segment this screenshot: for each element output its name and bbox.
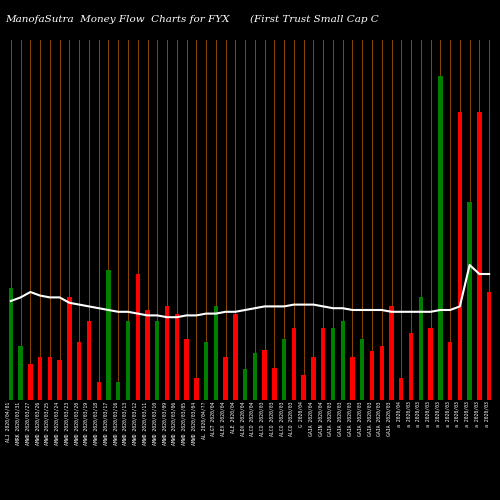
- Bar: [340, 321, 345, 400]
- Bar: [18, 346, 23, 400]
- Bar: [282, 339, 286, 400]
- Bar: [58, 360, 62, 400]
- Bar: [155, 321, 160, 400]
- Bar: [204, 342, 208, 400]
- Text: (First Trust Small Cap C: (First Trust Small Cap C: [250, 15, 379, 24]
- Bar: [243, 370, 248, 400]
- Bar: [302, 375, 306, 400]
- Bar: [262, 350, 267, 400]
- Bar: [468, 202, 472, 400]
- Bar: [252, 353, 257, 400]
- Bar: [8, 288, 13, 400]
- Bar: [116, 382, 120, 400]
- Bar: [106, 270, 110, 400]
- Bar: [370, 352, 374, 400]
- Bar: [399, 378, 404, 400]
- Bar: [331, 328, 335, 400]
- Bar: [428, 328, 433, 400]
- Bar: [477, 112, 482, 400]
- Bar: [214, 306, 218, 400]
- Bar: [350, 357, 354, 400]
- Bar: [184, 339, 188, 400]
- Bar: [194, 378, 198, 400]
- Bar: [233, 314, 237, 400]
- Bar: [165, 306, 169, 400]
- Bar: [390, 306, 394, 400]
- Bar: [311, 357, 316, 400]
- Bar: [272, 368, 276, 400]
- Bar: [487, 292, 492, 400]
- Bar: [136, 274, 140, 400]
- Bar: [438, 76, 442, 400]
- Bar: [28, 364, 32, 400]
- Bar: [96, 382, 101, 400]
- Bar: [292, 328, 296, 400]
- Bar: [48, 357, 52, 400]
- Bar: [448, 342, 452, 400]
- Bar: [418, 298, 423, 400]
- Bar: [86, 321, 91, 400]
- Bar: [67, 298, 71, 400]
- Bar: [409, 334, 414, 400]
- Bar: [146, 310, 150, 400]
- Bar: [321, 328, 326, 400]
- Bar: [77, 342, 82, 400]
- Bar: [174, 314, 179, 400]
- Bar: [458, 112, 462, 400]
- Bar: [126, 321, 130, 400]
- Text: ManofaSutra  Money Flow  Charts for FYX: ManofaSutra Money Flow Charts for FYX: [5, 15, 230, 24]
- Bar: [360, 339, 364, 400]
- Bar: [380, 346, 384, 400]
- Bar: [224, 357, 228, 400]
- Bar: [38, 357, 42, 400]
